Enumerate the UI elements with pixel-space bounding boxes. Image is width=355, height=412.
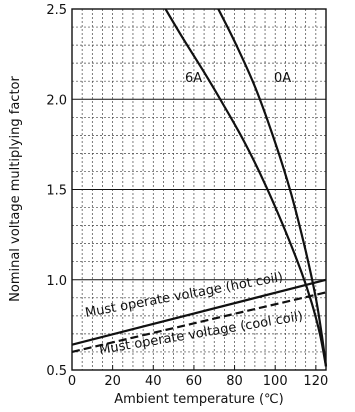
y-axis-ticks: 0.5 1.0 1.5 2.0 2.5 (46, 3, 67, 379)
annotation-hot-coil: Must operate voltage (hot coil) (84, 270, 284, 321)
y-axis-title: Nominal voltage multiplying factor (8, 75, 23, 301)
series-line-0a (217, 8, 328, 367)
x-tick-label: 80 (226, 374, 243, 389)
x-axis-ticks: 0 20 40 60 80 100 120 (68, 365, 328, 389)
x-tick-label: 100 (263, 374, 288, 389)
plot-frame (71, 8, 327, 371)
x-tick-label: 20 (104, 374, 121, 389)
curve-label-6a: 6A (185, 71, 202, 86)
annotation-cool-coil: Must operate voltage (cool coil) (98, 309, 304, 358)
y-tick-label: 2.5 (46, 3, 67, 18)
series-line-must-operate-voltage-cool-coil (71, 291, 327, 353)
y-tick-label: 1.5 (46, 184, 67, 199)
series-line-6a (164, 8, 328, 367)
data-series (71, 8, 328, 367)
grid (72, 9, 326, 370)
x-tick-label: 40 (145, 374, 162, 389)
x-axis-title: Ambient temperature (℃) (114, 392, 283, 407)
curve-label-0a: 0A (274, 71, 291, 86)
x-tick-label: 60 (186, 374, 203, 389)
y-tick-label: 2.0 (46, 93, 67, 108)
x-tick-label: 0 (68, 374, 76, 389)
x-tick-label: 120 (303, 374, 328, 389)
y-tick-label: 0.5 (46, 364, 67, 379)
y-tick-label: 1.0 (46, 274, 67, 289)
series-line-must-operate-voltage-hot-coil (71, 278, 327, 346)
